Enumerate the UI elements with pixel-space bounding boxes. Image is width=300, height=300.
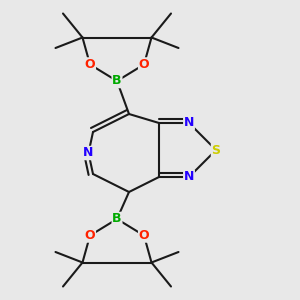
Text: S: S [212, 143, 220, 157]
Text: N: N [184, 170, 194, 184]
Text: B: B [112, 212, 122, 226]
Text: O: O [139, 58, 149, 71]
Text: N: N [83, 146, 94, 160]
Text: O: O [85, 229, 95, 242]
Text: O: O [139, 229, 149, 242]
Text: N: N [184, 116, 194, 130]
Text: O: O [85, 58, 95, 71]
Text: B: B [112, 74, 122, 88]
